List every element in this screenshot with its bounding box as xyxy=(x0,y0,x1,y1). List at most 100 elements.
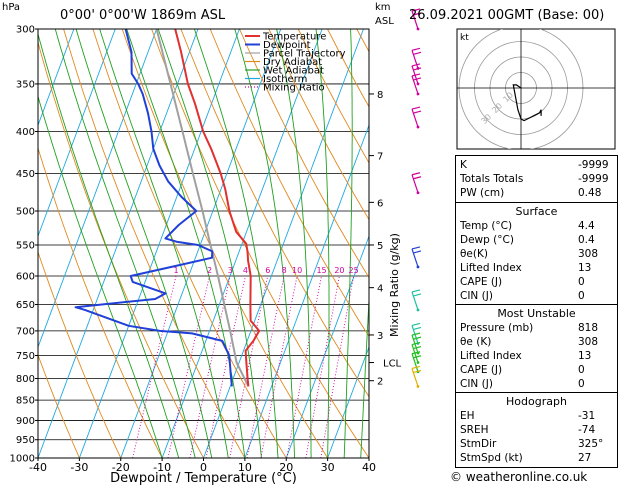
temperature-tick-label: 30 xyxy=(321,461,335,474)
wind-barb-base xyxy=(416,27,420,31)
location-label: 0°00' 0°00'W 1869m ASL xyxy=(60,8,226,23)
legend-entry: Temperature xyxy=(262,32,326,43)
legend-entry: Dry Adiabat xyxy=(263,57,322,68)
height-unit-asl: ASL xyxy=(375,16,394,27)
height-tick-label: 2 xyxy=(377,377,383,388)
isotherm-line xyxy=(161,29,323,458)
pressure-tick-label: 700 xyxy=(16,326,35,337)
pressure-tick-label: 1000 xyxy=(10,454,35,465)
mixing-ratio-label: 25 xyxy=(349,266,359,275)
most-unstable-row: CAPE (J) 0 xyxy=(460,364,585,376)
dry-adiabat-line xyxy=(92,29,287,458)
mixing-ratio-line xyxy=(260,275,298,458)
isotherm-line xyxy=(203,29,364,458)
wind-barb-flag xyxy=(413,293,422,297)
mixing-ratio-line xyxy=(320,275,355,458)
hodograph-row: StmSpd (kt) 27 xyxy=(460,452,592,464)
indices-row: Totals Totals -9999 xyxy=(460,173,609,185)
wind-barb-flag xyxy=(411,322,421,326)
temperature-tick-label: 10 xyxy=(238,461,252,474)
temperature-tick-label: 0 xyxy=(200,461,207,474)
wind-barb-flag xyxy=(411,289,421,293)
dewpoint-line xyxy=(74,29,233,387)
pressure-unit: hPa xyxy=(2,2,21,13)
height-tick-label: 4 xyxy=(377,284,383,295)
wind-barb-base xyxy=(416,385,420,388)
wind-barb-base xyxy=(416,361,420,364)
wind-barb-flag xyxy=(411,341,421,346)
hodograph-row: EH -31 xyxy=(460,410,596,422)
wind-barb-flag xyxy=(411,246,421,250)
temperature-tick-label: -40 xyxy=(29,461,47,474)
indices-table: K -9999 Totals Totals -9999 PW (cm) 0.48 xyxy=(455,155,618,205)
height-tick-label: 5 xyxy=(377,241,383,252)
wind-barb-flag xyxy=(413,336,422,340)
isotherm-line xyxy=(38,29,158,349)
legend-entry: Parcel Trajectory xyxy=(263,49,346,60)
height-tick-label: 6 xyxy=(377,198,383,209)
axes: 1 2 3 4 6 8 10 15 20 2530035040045050055060065070… xyxy=(10,25,402,486)
mixing-ratio-label: 8 xyxy=(282,266,287,275)
isotherm-line xyxy=(120,29,282,458)
isotherm-line xyxy=(285,234,369,458)
pressure-tick-label: 650 xyxy=(16,300,35,311)
wind-barb-flag xyxy=(411,365,421,369)
mixing-ratio-label: 15 xyxy=(316,266,326,275)
wet-adiabat-line xyxy=(276,29,312,458)
wind-barb-flag xyxy=(411,47,421,51)
parcel-trajectory-line xyxy=(155,29,250,387)
isotherm-line xyxy=(78,29,240,458)
wet-adiabat-line xyxy=(38,32,180,458)
most-unstable-row: θe (K) 308 xyxy=(460,336,599,348)
wind-barb-staff xyxy=(411,174,419,193)
temperature-tick-label: -30 xyxy=(70,461,88,474)
pressure-tick-label: 950 xyxy=(16,435,35,446)
dry-adiabat-line xyxy=(297,29,369,164)
temperature-tick-label: 40 xyxy=(362,461,376,474)
surface-title: Surface xyxy=(515,205,558,218)
temperature-tick-label: -10 xyxy=(153,461,171,474)
dry-adiabat-line xyxy=(38,250,122,458)
isotherm-line xyxy=(327,345,369,458)
legend-entry: Mixing Ratio xyxy=(263,83,325,94)
wind-barb-flag xyxy=(413,67,422,71)
isotherm-line xyxy=(244,123,369,458)
isotherm-line xyxy=(38,29,116,238)
mixing-ratio-line xyxy=(246,275,285,458)
hodograph-trace xyxy=(512,84,542,122)
mixing-ratio-label: 10 xyxy=(292,266,302,275)
wind-barb-flag xyxy=(411,172,421,176)
sounding-traces xyxy=(74,29,261,387)
wind-barb-staff xyxy=(411,50,419,69)
surface-row: Temp (°C) 4.4 xyxy=(460,220,595,232)
most-unstable-table: Most Unstable Pressure (mb) 818 θe (K) 308… xyxy=(455,304,618,394)
wind-barbs xyxy=(411,8,422,388)
pressure-tick-label: 600 xyxy=(16,271,35,282)
surface-row: θe(K) 308 xyxy=(460,248,599,260)
surface-row: CIN (J) 0 xyxy=(460,290,585,302)
hodograph-row: StmDir 325° xyxy=(460,438,604,450)
mixing-ratio-line xyxy=(205,275,246,458)
wind-barb-flag xyxy=(413,355,422,359)
wet-adiabat-line xyxy=(343,29,353,458)
temperature-tick-label: -20 xyxy=(112,461,130,474)
hodograph-frame xyxy=(456,28,616,150)
most-unstable-title: Most Unstable xyxy=(497,307,576,320)
mixing-ratio-label: 20 xyxy=(334,266,344,275)
copyright-label: © weatheronline.co.uk xyxy=(450,470,588,484)
hodograph-row: SREH -74 xyxy=(460,424,596,436)
wind-barb-base xyxy=(416,191,420,195)
mixing-ratio-line xyxy=(189,275,231,458)
wind-barb-base xyxy=(416,265,420,269)
surface-row: Dewp (°C) 0.4 xyxy=(460,234,595,246)
wet-adiabat-line xyxy=(75,29,213,458)
height-tick-label: 3 xyxy=(377,331,383,342)
mixing-ratio-line xyxy=(132,275,177,458)
dry-adiabat-line xyxy=(268,29,369,221)
pressure-tick-label: 900 xyxy=(16,416,35,427)
wind-barb-base xyxy=(416,308,420,312)
wind-barb-flag xyxy=(411,63,421,67)
